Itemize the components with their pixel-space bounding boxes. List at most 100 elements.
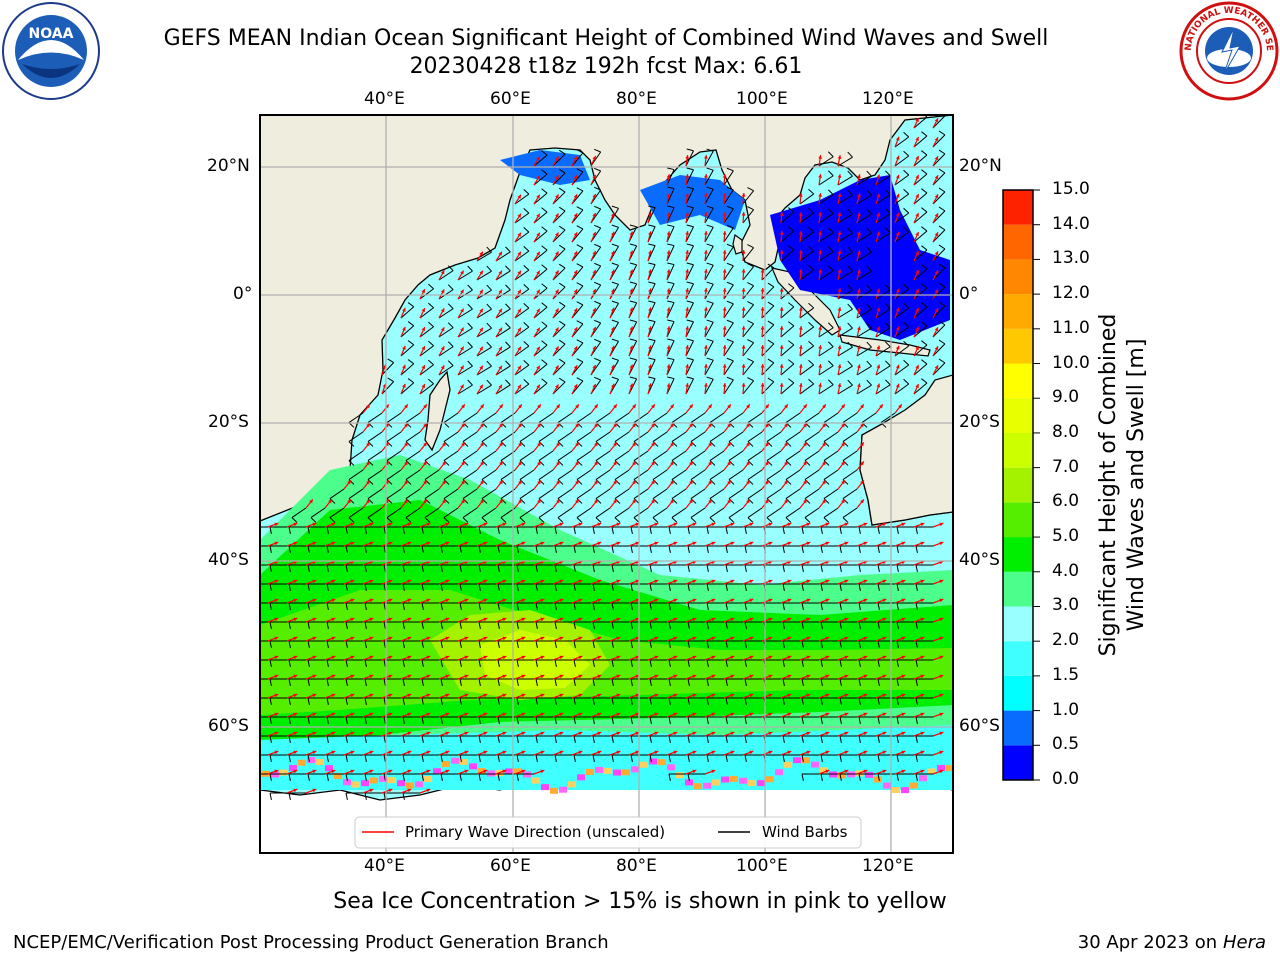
wave-direction-arrowhead (331, 674, 336, 679)
wave-direction-arrowhead (895, 212, 900, 217)
wave-direction-arrowhead (517, 213, 521, 218)
wave-direction-arrowhead (768, 522, 773, 527)
wave-direction-arrowhead (673, 598, 678, 603)
wind-barb-flag (459, 697, 462, 705)
wave-direction-arrowhead (293, 636, 298, 641)
wave-direction-arrowhead (765, 404, 769, 409)
sea-ice-marker (325, 765, 333, 772)
wind-barb-flag (478, 678, 481, 686)
wave-direction-arrowhead (730, 731, 735, 736)
wave-direction-arrowhead (768, 598, 773, 603)
wind-barb-flag (668, 716, 671, 724)
wind-barb (728, 450, 744, 462)
wave-direction-arrowhead (573, 232, 578, 237)
wave-direction-arrowhead (575, 499, 579, 504)
wave-direction-arrowhead (499, 423, 503, 428)
wind-barb-flag (269, 640, 272, 648)
wind-barb (761, 305, 775, 319)
wind-barb-flag (744, 545, 747, 553)
wind-barb-flag (823, 498, 830, 504)
wave-direction-arrowhead (597, 617, 602, 622)
wave-direction-arrowhead (779, 231, 784, 235)
sea-ice-marker (865, 771, 873, 778)
wind-barb-flag (558, 339, 566, 345)
wind-barb (837, 327, 853, 338)
wind-barb-flag (573, 735, 576, 743)
wind-barb-flag (842, 460, 849, 466)
right-lat-label: 40°S (959, 550, 1000, 570)
wave-direction-arrowhead (901, 750, 906, 755)
wind-barb (856, 327, 872, 338)
wind-barb-flag (486, 341, 492, 348)
wind-barb-flag (847, 341, 853, 348)
wind-barb-flag (516, 526, 519, 534)
wave-direction-arrowhead (876, 193, 881, 198)
wind-barb-flag (535, 545, 538, 553)
wave-direction-arrowhead (613, 423, 617, 428)
wave-direction-arrowhead (749, 541, 754, 546)
wind-barb (932, 286, 946, 300)
wind-barb-flag (251, 565, 252, 572)
wind-barb (690, 488, 706, 500)
wind-barb-flag (459, 640, 462, 648)
wind-barb-flag (383, 697, 386, 705)
wind-barb-flag (877, 602, 880, 610)
wind-barb (799, 250, 814, 262)
wave-direction-arrowhead (274, 579, 279, 584)
wind-barb-flag (858, 659, 861, 667)
wind-barb-flag (866, 265, 872, 272)
sri-lanka (732, 233, 743, 255)
wind-barb-flag (847, 227, 853, 234)
wave-direction-arrowhead (666, 250, 671, 255)
wind-barb (894, 231, 910, 243)
wind-barb (780, 249, 795, 262)
wave-direction-arrowhead (578, 731, 583, 736)
wave-direction-arrowhead (915, 136, 919, 141)
wind-barb-flag (788, 283, 795, 289)
wind-barb-flag (576, 377, 584, 382)
wind-barb (571, 171, 584, 186)
wave-height-band (260, 590, 953, 715)
wind-barb-flag (866, 303, 872, 310)
wind-barb (557, 488, 573, 500)
wind-barb-flag (744, 678, 747, 686)
wave-direction-arrowhead (939, 731, 944, 736)
wind-barb-flag (629, 224, 637, 228)
wave-direction-arrowhead (407, 731, 412, 736)
wind-barb-flag (407, 359, 415, 365)
wind-barb (652, 412, 668, 424)
wind-barb-flag (288, 640, 291, 648)
wind-barb (419, 326, 434, 338)
wave-direction-arrowhead (555, 270, 559, 275)
right-lat-label: 60°S (959, 716, 1000, 736)
wind-barb-flag (686, 338, 694, 342)
wave-direction-arrowhead (309, 499, 313, 504)
wind-barb (747, 450, 763, 462)
wave-direction-arrowhead (901, 579, 906, 584)
wind-barb-flag (307, 640, 310, 648)
wave-direction-arrowhead (670, 461, 674, 466)
wind-barb-flag (668, 678, 671, 686)
colorbar-label-line1: Significant Height of Combined (1096, 313, 1121, 657)
colorbar-tick-label: 13.0 (1052, 248, 1090, 269)
wind-barb-flag (459, 678, 462, 686)
wave-direction-arrowhead (895, 231, 900, 236)
wave-direction-arrowhead (517, 270, 521, 275)
wave-direction-arrowhead (779, 326, 784, 330)
wind-barb-flag (307, 697, 310, 705)
wave-direction-arrowhead (293, 655, 298, 660)
wave-direction-arrowhead (517, 232, 521, 237)
wave-direction-arrowhead (685, 269, 690, 273)
wind-barb-flag (345, 754, 348, 762)
wind-barb (386, 412, 402, 424)
wind-barb-flag (251, 622, 252, 629)
wind-barb (443, 431, 459, 443)
colorbar-segment (1003, 328, 1033, 364)
wind-barb-flag (686, 205, 694, 209)
wave-direction-arrowhead (798, 364, 803, 368)
wind-barb-flag (782, 716, 785, 724)
wind-barb (704, 321, 714, 338)
wind-barb-flag (896, 526, 899, 534)
wave-direction-arrowhead (555, 213, 559, 218)
wave-direction-arrowhead (749, 579, 754, 584)
